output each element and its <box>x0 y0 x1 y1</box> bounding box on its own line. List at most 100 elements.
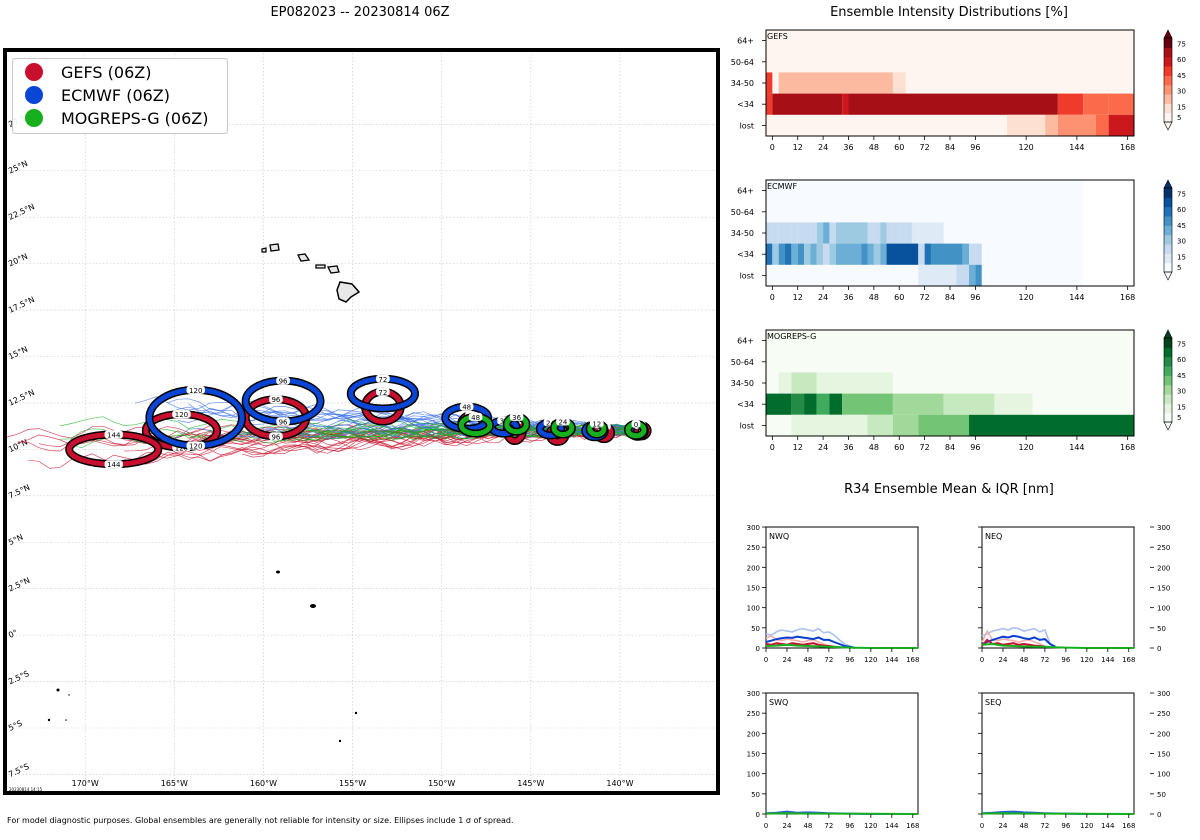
heatmap-cell <box>804 243 811 265</box>
heatmap-cell <box>867 243 874 265</box>
x-tick-label: 48 <box>869 443 879 452</box>
colorbar-segment <box>1164 38 1172 48</box>
y-tick-label: 0 <box>1157 811 1161 819</box>
x-tick-label: 72 <box>824 822 833 830</box>
legend-item-mogreps: MOGREPS-G (06Z) <box>25 107 208 129</box>
ellipse-hour-label: 96 <box>279 378 288 386</box>
x-tick-label: 120 <box>1018 293 1033 302</box>
heatmap-cell <box>867 414 893 436</box>
x-tick-label: 0 <box>980 656 984 664</box>
ellipse-hour-label: 36 <box>512 414 521 422</box>
legend-label-gefs: GEFS (06Z) <box>61 62 152 82</box>
heatmap-cell <box>816 393 830 415</box>
no-data-region <box>1083 180 1134 286</box>
colorbar-tick-label: 15 <box>1177 403 1186 411</box>
legend-marker-ecmwf <box>25 86 43 104</box>
ensemble-track <box>274 424 638 439</box>
y-tick-label: 50 <box>1157 625 1166 633</box>
maui <box>327 265 340 274</box>
colorbar-min-arrow <box>1163 421 1173 431</box>
hour-label-bg <box>631 419 641 428</box>
heatmap-ecmwf: 64+ 50-64 34-50 <34 lost ECMWF 0 12 24 36 48 60 72 84… <box>731 179 1186 302</box>
colorbar-segment <box>1164 188 1172 198</box>
colorbar-segment <box>1164 103 1172 114</box>
heatmap-cell <box>772 93 843 115</box>
x-tick-label: 168 <box>1122 656 1135 664</box>
atoll-4 <box>47 718 51 722</box>
x-tick-label: 24 <box>818 293 828 302</box>
x-tick-label: 12 <box>793 143 803 152</box>
ellipse-hour-label: 72 <box>378 389 387 397</box>
heatmap-cell <box>930 222 944 244</box>
colorbar-max-arrow <box>1163 29 1173 39</box>
heatmap-cell <box>924 243 931 265</box>
heatmap-cell <box>975 264 982 286</box>
legend-label-ecmwf: ECMWF (06Z) <box>61 85 170 105</box>
colorbar-tick-label: 30 <box>1177 388 1186 396</box>
colorbar-tick-label: 15 <box>1177 253 1186 261</box>
x-tick-label: 72 <box>1040 822 1049 830</box>
x-tick-label: 144 <box>1069 143 1084 152</box>
heatmap-mogreps-g: 64+ 50-64 34-50 <34 lost MOGREPS-G 0 12 24 36 48 60… <box>731 329 1186 452</box>
heatmap-cell <box>1108 114 1134 136</box>
x-tick-label: 72 <box>920 143 930 152</box>
intensity-title: Ensemble Intensity Distributions [%] <box>830 5 1068 20</box>
heatmap-cell <box>899 222 906 244</box>
colorbar-segment <box>1164 234 1172 245</box>
category-label: 34-50 <box>731 229 754 238</box>
heatmap-cell <box>930 243 963 265</box>
heatmap-cell <box>969 243 976 265</box>
hour-label-bg <box>269 432 283 441</box>
x-tick-label: 120 <box>1018 143 1033 152</box>
x-tick-label: 168 <box>906 656 919 664</box>
heatmap-cell <box>791 222 798 244</box>
colorbar-tick-label: 75 <box>1177 340 1186 348</box>
heatmap-cell <box>791 372 817 394</box>
colorbar-min-arrow <box>1163 121 1173 131</box>
heatmap-cell <box>842 414 868 436</box>
legend-item-gefs: GEFS (06Z) <box>25 61 151 83</box>
atoll-6 <box>338 739 342 743</box>
land-masses <box>47 243 361 743</box>
colorbar-segment <box>1164 244 1172 254</box>
r34-series-line <box>765 812 919 815</box>
heatmap-cell <box>835 243 862 265</box>
panel-model-label: GEFS <box>767 32 788 41</box>
category-label: 64+ <box>737 187 754 196</box>
heatmap-cell <box>829 243 836 265</box>
x-tick-label: 24 <box>783 656 792 664</box>
colorbar-segment <box>1164 394 1172 404</box>
x-tick-label: 144 <box>1069 443 1084 452</box>
lon-label: 165°W <box>161 779 188 788</box>
panel-model-label: MOGREPS-G <box>767 332 816 341</box>
y-tick-label: 150 <box>1157 751 1170 759</box>
r34-series-line <box>765 635 856 649</box>
lon-label: 145°W <box>517 779 544 788</box>
colorbar-tick-label: 75 <box>1177 190 1186 198</box>
heatmap-cell <box>975 243 982 265</box>
x-tick-label: 168 <box>906 822 919 830</box>
heatmap-cell <box>861 243 868 265</box>
heatmap-cell <box>797 243 805 265</box>
lon-label: 170°W <box>72 779 99 788</box>
ellipse-hour-label: 120 <box>175 411 188 419</box>
hour-label-bg <box>172 410 191 419</box>
x-tick-label: 36 <box>843 143 853 152</box>
heatmap-cell <box>880 222 887 244</box>
r34-frame <box>981 526 1135 649</box>
x-tick-label: 84 <box>945 143 955 152</box>
heatmap-cell <box>816 222 824 244</box>
r34-series-line <box>981 626 1051 645</box>
y-tick-label: 0 <box>1157 645 1161 653</box>
ellipse-hour-label: 12 <box>592 420 601 428</box>
x-tick-label: 48 <box>803 822 812 830</box>
colorbar-tick-label: 5 <box>1177 264 1181 272</box>
x-tick-label: 60 <box>894 143 904 152</box>
category-label: 50-64 <box>731 208 754 217</box>
kauai <box>269 243 280 252</box>
heatmap-cell <box>1095 114 1109 136</box>
hawaii-big-island <box>336 281 361 303</box>
lat-label: 0° <box>7 628 19 640</box>
legend-marker-gefs <box>25 63 43 81</box>
molokai <box>315 264 326 269</box>
